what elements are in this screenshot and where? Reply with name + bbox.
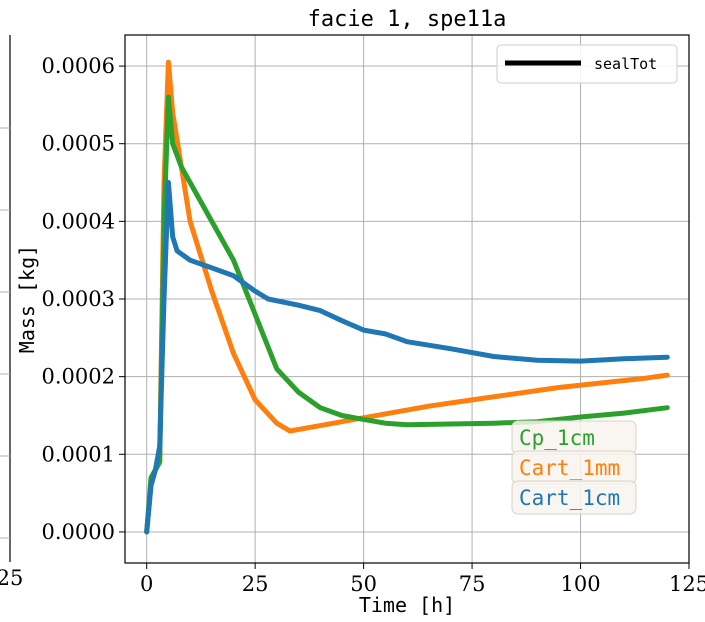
- x-ticks: 0 25 50 75 100 125: [140, 563, 705, 596]
- y-tick-label: 0.0001: [42, 442, 115, 466]
- legend-series-label-cp-1cm: Cp_1cm: [519, 426, 595, 450]
- x-tick-label: 100: [560, 572, 600, 596]
- y-tick-label: 0.0005: [42, 132, 115, 156]
- y-axis-label: Mass [kg]: [15, 245, 39, 353]
- legend-series-label-cart-1cm: Cart_1cm: [519, 486, 620, 510]
- legend-series-box-3: [511, 480, 637, 515]
- x-tick-label: 125: [669, 572, 705, 596]
- chart-title: facie 1, spe11a: [308, 7, 507, 32]
- x-axis-label: Time [h]: [359, 593, 455, 617]
- y-tick-label: 0.0002: [42, 365, 115, 389]
- left-panel-tick-label: 25: [0, 566, 23, 590]
- legend-top-label: sealTot: [594, 55, 657, 73]
- y-tick-label: 0.0006: [42, 54, 115, 78]
- series-line-cp-1cm: [144, 94, 670, 535]
- x-tick-label: 75: [459, 572, 486, 596]
- y-tick-label: 0.0000: [42, 520, 115, 544]
- series-line-cart-1cm: [144, 180, 670, 535]
- legend-top: sealTot: [496, 44, 678, 84]
- y-tick-label: 0.0003: [42, 287, 115, 311]
- y-ticks: 0.0000 0.0001 0.0002 0.0003 0.0004 0.0005 0.00…: [42, 54, 125, 544]
- legend-top-box: [496, 44, 678, 84]
- legend-series-label-cart-1mm: Cart_1mm: [519, 456, 620, 480]
- x-tick-label: 25: [242, 572, 269, 596]
- legend-series: Cp_1cm Cart_1mm Cart_1cm: [511, 420, 637, 515]
- series-group: [144, 59, 670, 535]
- y-tick-label: 0.0004: [42, 209, 115, 233]
- x-tick-label: 0: [140, 572, 153, 596]
- left-panel-remnant: 25: [0, 35, 23, 590]
- x-tick-label: 50: [350, 572, 377, 596]
